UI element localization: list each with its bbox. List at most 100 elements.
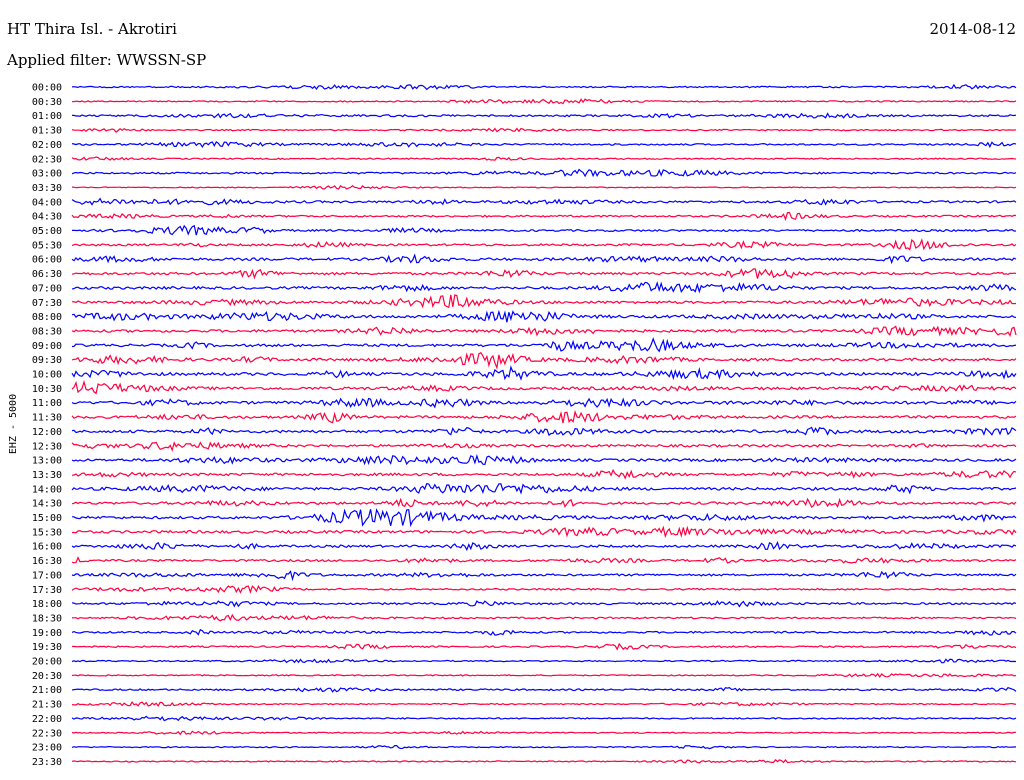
row-label: 15:00 <box>32 513 62 524</box>
row-label: 17:30 <box>32 585 62 596</box>
trace-2200 <box>71 715 1017 722</box>
traces-group <box>71 83 1017 764</box>
row-label: 06:30 <box>32 269 62 280</box>
row-label: 06:00 <box>32 255 62 266</box>
trace-2230 <box>71 730 1017 736</box>
tick-labels-group: 00:00 00:30 01:00 01:30 02:00 02:30 03:00 03:30… <box>32 83 62 768</box>
row-label: 12:30 <box>32 441 62 452</box>
date-label: 2014-08-12 <box>929 20 1016 38</box>
trace-0130 <box>71 127 1017 133</box>
row-label: 02:30 <box>32 154 62 165</box>
row-label: 21:00 <box>32 685 62 696</box>
trace-0800 <box>71 309 1017 323</box>
trace-0630 <box>71 268 1017 280</box>
row-label: 21:30 <box>32 700 62 711</box>
row-label: 14:00 <box>32 484 62 495</box>
trace-1900 <box>71 628 1017 636</box>
y-axis-label: EHZ - 5000 <box>8 394 19 454</box>
row-label: 13:30 <box>32 470 62 481</box>
trace-2330 <box>71 759 1017 764</box>
trace-1200 <box>71 426 1017 437</box>
station-title: HT Thira Isl. - Akrotiri <box>7 20 177 38</box>
row-label: 22:00 <box>32 714 62 725</box>
trace-0300 <box>71 168 1017 178</box>
trace-0900 <box>71 337 1017 353</box>
trace-1330 <box>71 468 1017 480</box>
row-label: 22:30 <box>32 728 62 739</box>
trace-0230 <box>71 156 1017 161</box>
row-label: 20:30 <box>32 671 62 682</box>
row-label: 01:00 <box>32 111 62 122</box>
trace-1500 <box>72 508 1017 528</box>
trace-1100 <box>71 397 1017 409</box>
row-label: 09:30 <box>32 355 62 366</box>
trace-0200 <box>71 141 1017 149</box>
row-label: 00:00 <box>32 83 62 94</box>
row-label: 12:00 <box>32 427 62 438</box>
row-label: 17:00 <box>32 570 62 581</box>
trace-0500 <box>71 224 1016 236</box>
row-label: 11:30 <box>32 413 62 424</box>
row-label: 05:30 <box>32 240 62 251</box>
row-label: 20:00 <box>32 657 62 668</box>
trace-2000 <box>71 658 1017 664</box>
row-label: 09:00 <box>32 341 62 352</box>
trace-0400 <box>71 197 1017 206</box>
row-label: 01:30 <box>32 126 62 137</box>
trace-1600 <box>71 541 1017 552</box>
trace-1130 <box>71 409 1017 424</box>
trace-1530 <box>72 525 1017 539</box>
trace-2030 <box>71 672 1017 678</box>
trace-1000 <box>71 365 1017 381</box>
row-label: 08:00 <box>32 312 62 323</box>
trace-1730 <box>71 584 1017 594</box>
trace-0330 <box>71 184 1017 190</box>
row-label: 08:30 <box>32 326 62 337</box>
row-label: 15:30 <box>32 527 62 538</box>
row-label: 23:30 <box>32 757 62 768</box>
trace-0430 <box>71 211 1017 222</box>
trace-1630 <box>71 556 1017 564</box>
trace-0830 <box>71 325 1017 338</box>
row-label: 11:00 <box>32 398 62 409</box>
trace-0030 <box>71 98 1017 105</box>
row-label: 18:00 <box>32 599 62 610</box>
trace-0730 <box>71 294 1017 309</box>
trace-0700 <box>71 281 1017 294</box>
row-label: 03:30 <box>32 183 62 194</box>
trace-0930 <box>71 351 1017 370</box>
row-label: 03:00 <box>32 169 62 180</box>
trace-1700 <box>71 570 1017 582</box>
trace-1400 <box>71 482 1017 495</box>
row-label: 16:30 <box>32 556 62 567</box>
row-label: 19:00 <box>32 628 62 639</box>
row-label: 23:00 <box>32 743 62 754</box>
trace-0100 <box>72 112 1017 119</box>
trace-2130 <box>71 701 1017 707</box>
trace-1030 <box>71 379 1017 395</box>
row-label: 14:30 <box>32 499 62 510</box>
trace-1800 <box>71 600 1017 608</box>
trace-1830 <box>71 613 1017 622</box>
row-label: 18:30 <box>32 613 62 624</box>
row-label: 19:30 <box>32 642 62 653</box>
trace-1300 <box>71 453 1017 466</box>
row-label: 07:00 <box>32 283 62 294</box>
trace-2100 <box>71 687 1017 693</box>
trace-1430 <box>71 497 1017 509</box>
row-label: 07:30 <box>32 298 62 309</box>
row-label: 04:00 <box>32 197 62 208</box>
trace-0530 <box>71 238 1017 251</box>
row-label: 10:30 <box>32 384 62 395</box>
row-label: 13:00 <box>32 456 62 467</box>
trace-1930 <box>71 642 1017 651</box>
row-label: 00:30 <box>32 97 62 108</box>
row-label: 10:00 <box>32 370 62 381</box>
trace-0000 <box>71 83 1017 91</box>
trace-1230 <box>71 441 1017 452</box>
row-label: 05:00 <box>32 226 62 237</box>
row-label: 16:00 <box>32 542 62 553</box>
filter-label: Applied filter: WWSSN-SP <box>7 51 207 69</box>
row-label: 02:00 <box>32 140 62 151</box>
